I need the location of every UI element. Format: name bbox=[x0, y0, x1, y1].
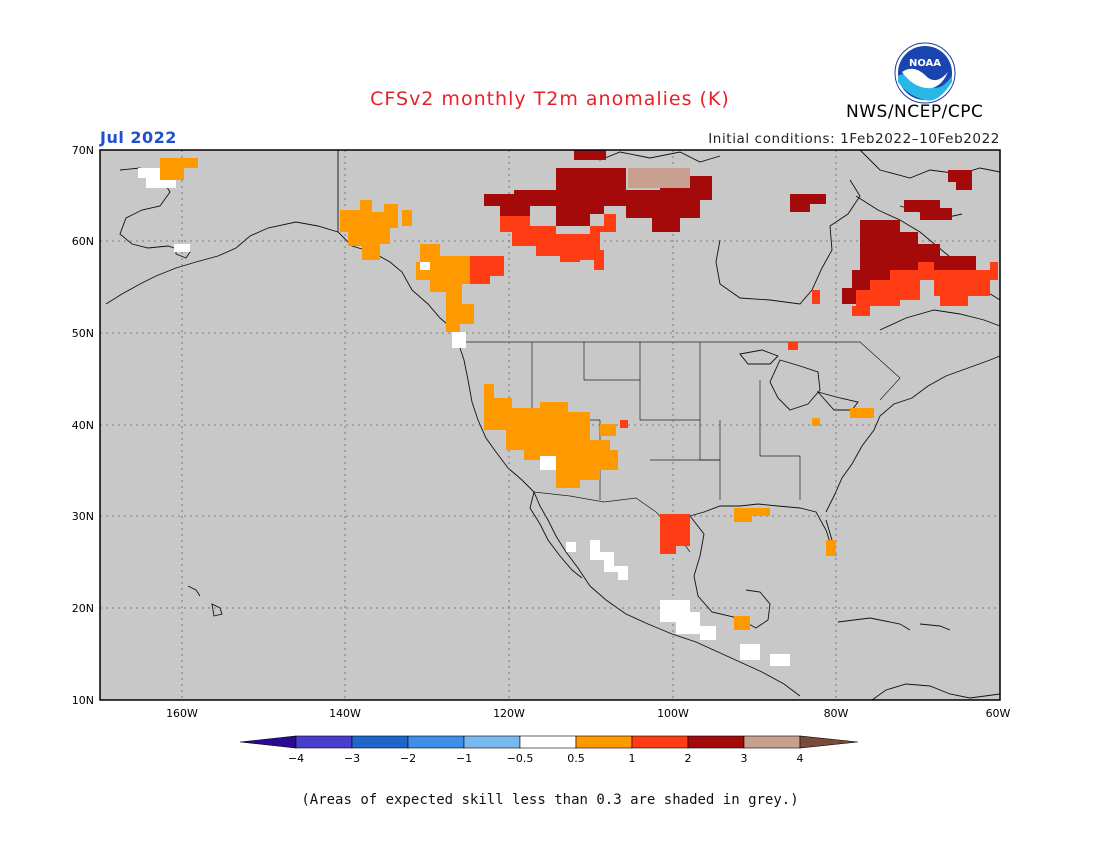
colorbar-label: 0.5 bbox=[567, 752, 585, 765]
anomaly-region-extreme-warm bbox=[628, 168, 690, 188]
anomaly-region-strong-warm bbox=[484, 168, 712, 232]
anomaly-region-mild-warm bbox=[812, 418, 820, 426]
anomaly-region-mild-warm bbox=[600, 424, 616, 436]
anomaly-region-near-normal bbox=[138, 168, 176, 188]
map-title: CFSv2 monthly T2m anomalies (K) bbox=[370, 88, 730, 110]
anomaly-region-near-normal bbox=[660, 600, 716, 640]
colorbar-label: 1 bbox=[629, 752, 636, 765]
lon-label: 120W bbox=[493, 707, 525, 720]
colorbar-label: −1 bbox=[456, 752, 472, 765]
logo-text: NOAA bbox=[909, 58, 941, 69]
anomaly-region-near-normal bbox=[566, 542, 576, 552]
anomaly-region-near-normal bbox=[540, 456, 556, 470]
anomaly-region-warm bbox=[788, 342, 798, 350]
skill-footnote: (Areas of expected skill less than 0.3 a… bbox=[301, 792, 799, 808]
lon-label: 60W bbox=[986, 707, 1011, 720]
anomaly-region-near-normal bbox=[740, 644, 760, 660]
colorbar-swatch bbox=[631, 735, 689, 749]
anomaly-region-mild-warm bbox=[402, 210, 412, 226]
anomaly-region-mild-warm bbox=[484, 384, 618, 488]
noaa-logo: NOAA bbox=[894, 42, 956, 104]
colorbar-swatch bbox=[743, 735, 801, 749]
anomaly-region-mild-warm bbox=[416, 244, 470, 304]
colorbar-label: −0.5 bbox=[507, 752, 534, 765]
colorbar-swatch bbox=[407, 735, 465, 749]
anomaly-region-mild-warm bbox=[734, 616, 750, 630]
lat-label: 20N bbox=[72, 602, 94, 615]
lat-label: 60N bbox=[72, 235, 94, 248]
colorbar-swatch bbox=[519, 735, 577, 749]
colorbar-labels: −4 −3 −2 −1 −0.5 0.5 1 2 3 4 bbox=[288, 752, 804, 765]
agency-label: NWS/NCEP/CPC bbox=[846, 102, 984, 122]
lon-label: 160W bbox=[166, 707, 198, 720]
anomaly-region-strong-warm bbox=[790, 194, 826, 212]
anomaly-region-mild-warm bbox=[160, 158, 198, 180]
colorbar-label: −3 bbox=[344, 752, 360, 765]
anomaly-region-near-normal bbox=[420, 262, 430, 270]
anomaly-region-mild-warm bbox=[340, 200, 398, 260]
colorbar-swatch bbox=[463, 735, 521, 749]
anomaly-region-near-normal bbox=[770, 654, 790, 666]
latitude-labels: 10N 20N 30N 40N 50N 60N 70N bbox=[72, 144, 94, 707]
anomaly-region-near-normal bbox=[452, 332, 466, 348]
anomaly-region-warm bbox=[620, 420, 628, 428]
colorbar-label: −2 bbox=[400, 752, 416, 765]
lat-label: 30N bbox=[72, 510, 94, 523]
colorbar-label: 4 bbox=[797, 752, 804, 765]
lon-label: 80W bbox=[824, 707, 849, 720]
colorbar-label: 3 bbox=[741, 752, 748, 765]
anomaly-region-warm bbox=[470, 256, 504, 284]
anomaly-region-strong-warm bbox=[842, 220, 976, 304]
anomaly-region-near-normal bbox=[174, 244, 190, 252]
anomaly-region-warm bbox=[934, 262, 998, 306]
colorbar-swatch bbox=[295, 735, 353, 749]
anomaly-cells bbox=[138, 150, 998, 666]
anomaly-region-warm bbox=[812, 290, 820, 304]
anomaly-region-mild-warm bbox=[826, 540, 836, 556]
lat-label: 70N bbox=[72, 144, 94, 157]
colorbar-arrow-high bbox=[799, 735, 859, 749]
colorbar-arrow-low bbox=[239, 735, 297, 749]
anomaly-region-mild-warm bbox=[446, 304, 474, 332]
colorbar-swatch bbox=[351, 735, 409, 749]
lon-label: 100W bbox=[657, 707, 689, 720]
anomaly-region-warm bbox=[500, 214, 616, 270]
colorbar bbox=[239, 735, 859, 749]
anomaly-region-strong-warm bbox=[904, 200, 952, 220]
anomaly-region-warm bbox=[660, 514, 690, 554]
anomaly-region-mild-warm bbox=[850, 408, 874, 418]
longitude-labels: 160W 140W 120W 100W 80W 60W bbox=[166, 707, 1010, 720]
colorbar-label: 2 bbox=[685, 752, 692, 765]
anomaly-region-mild-warm bbox=[734, 508, 770, 522]
anomaly-region-near-normal bbox=[590, 540, 628, 580]
forecast-month: Jul 2022 bbox=[100, 128, 177, 147]
colorbar-swatch bbox=[687, 735, 745, 749]
initial-conditions: Initial conditions: 1Feb2022–10Feb2022 bbox=[708, 131, 1000, 147]
map-frame bbox=[99, 149, 1001, 701]
lat-label: 50N bbox=[72, 327, 94, 340]
colorbar-swatch bbox=[575, 735, 633, 749]
anomaly-region-strong-warm bbox=[948, 170, 972, 190]
lat-label: 10N bbox=[72, 694, 94, 707]
lon-label: 140W bbox=[329, 707, 361, 720]
colorbar-label: −4 bbox=[288, 752, 304, 765]
anomaly-region-warm bbox=[852, 262, 934, 316]
anomaly-region-strong-warm bbox=[574, 150, 606, 160]
lat-label: 40N bbox=[72, 419, 94, 432]
